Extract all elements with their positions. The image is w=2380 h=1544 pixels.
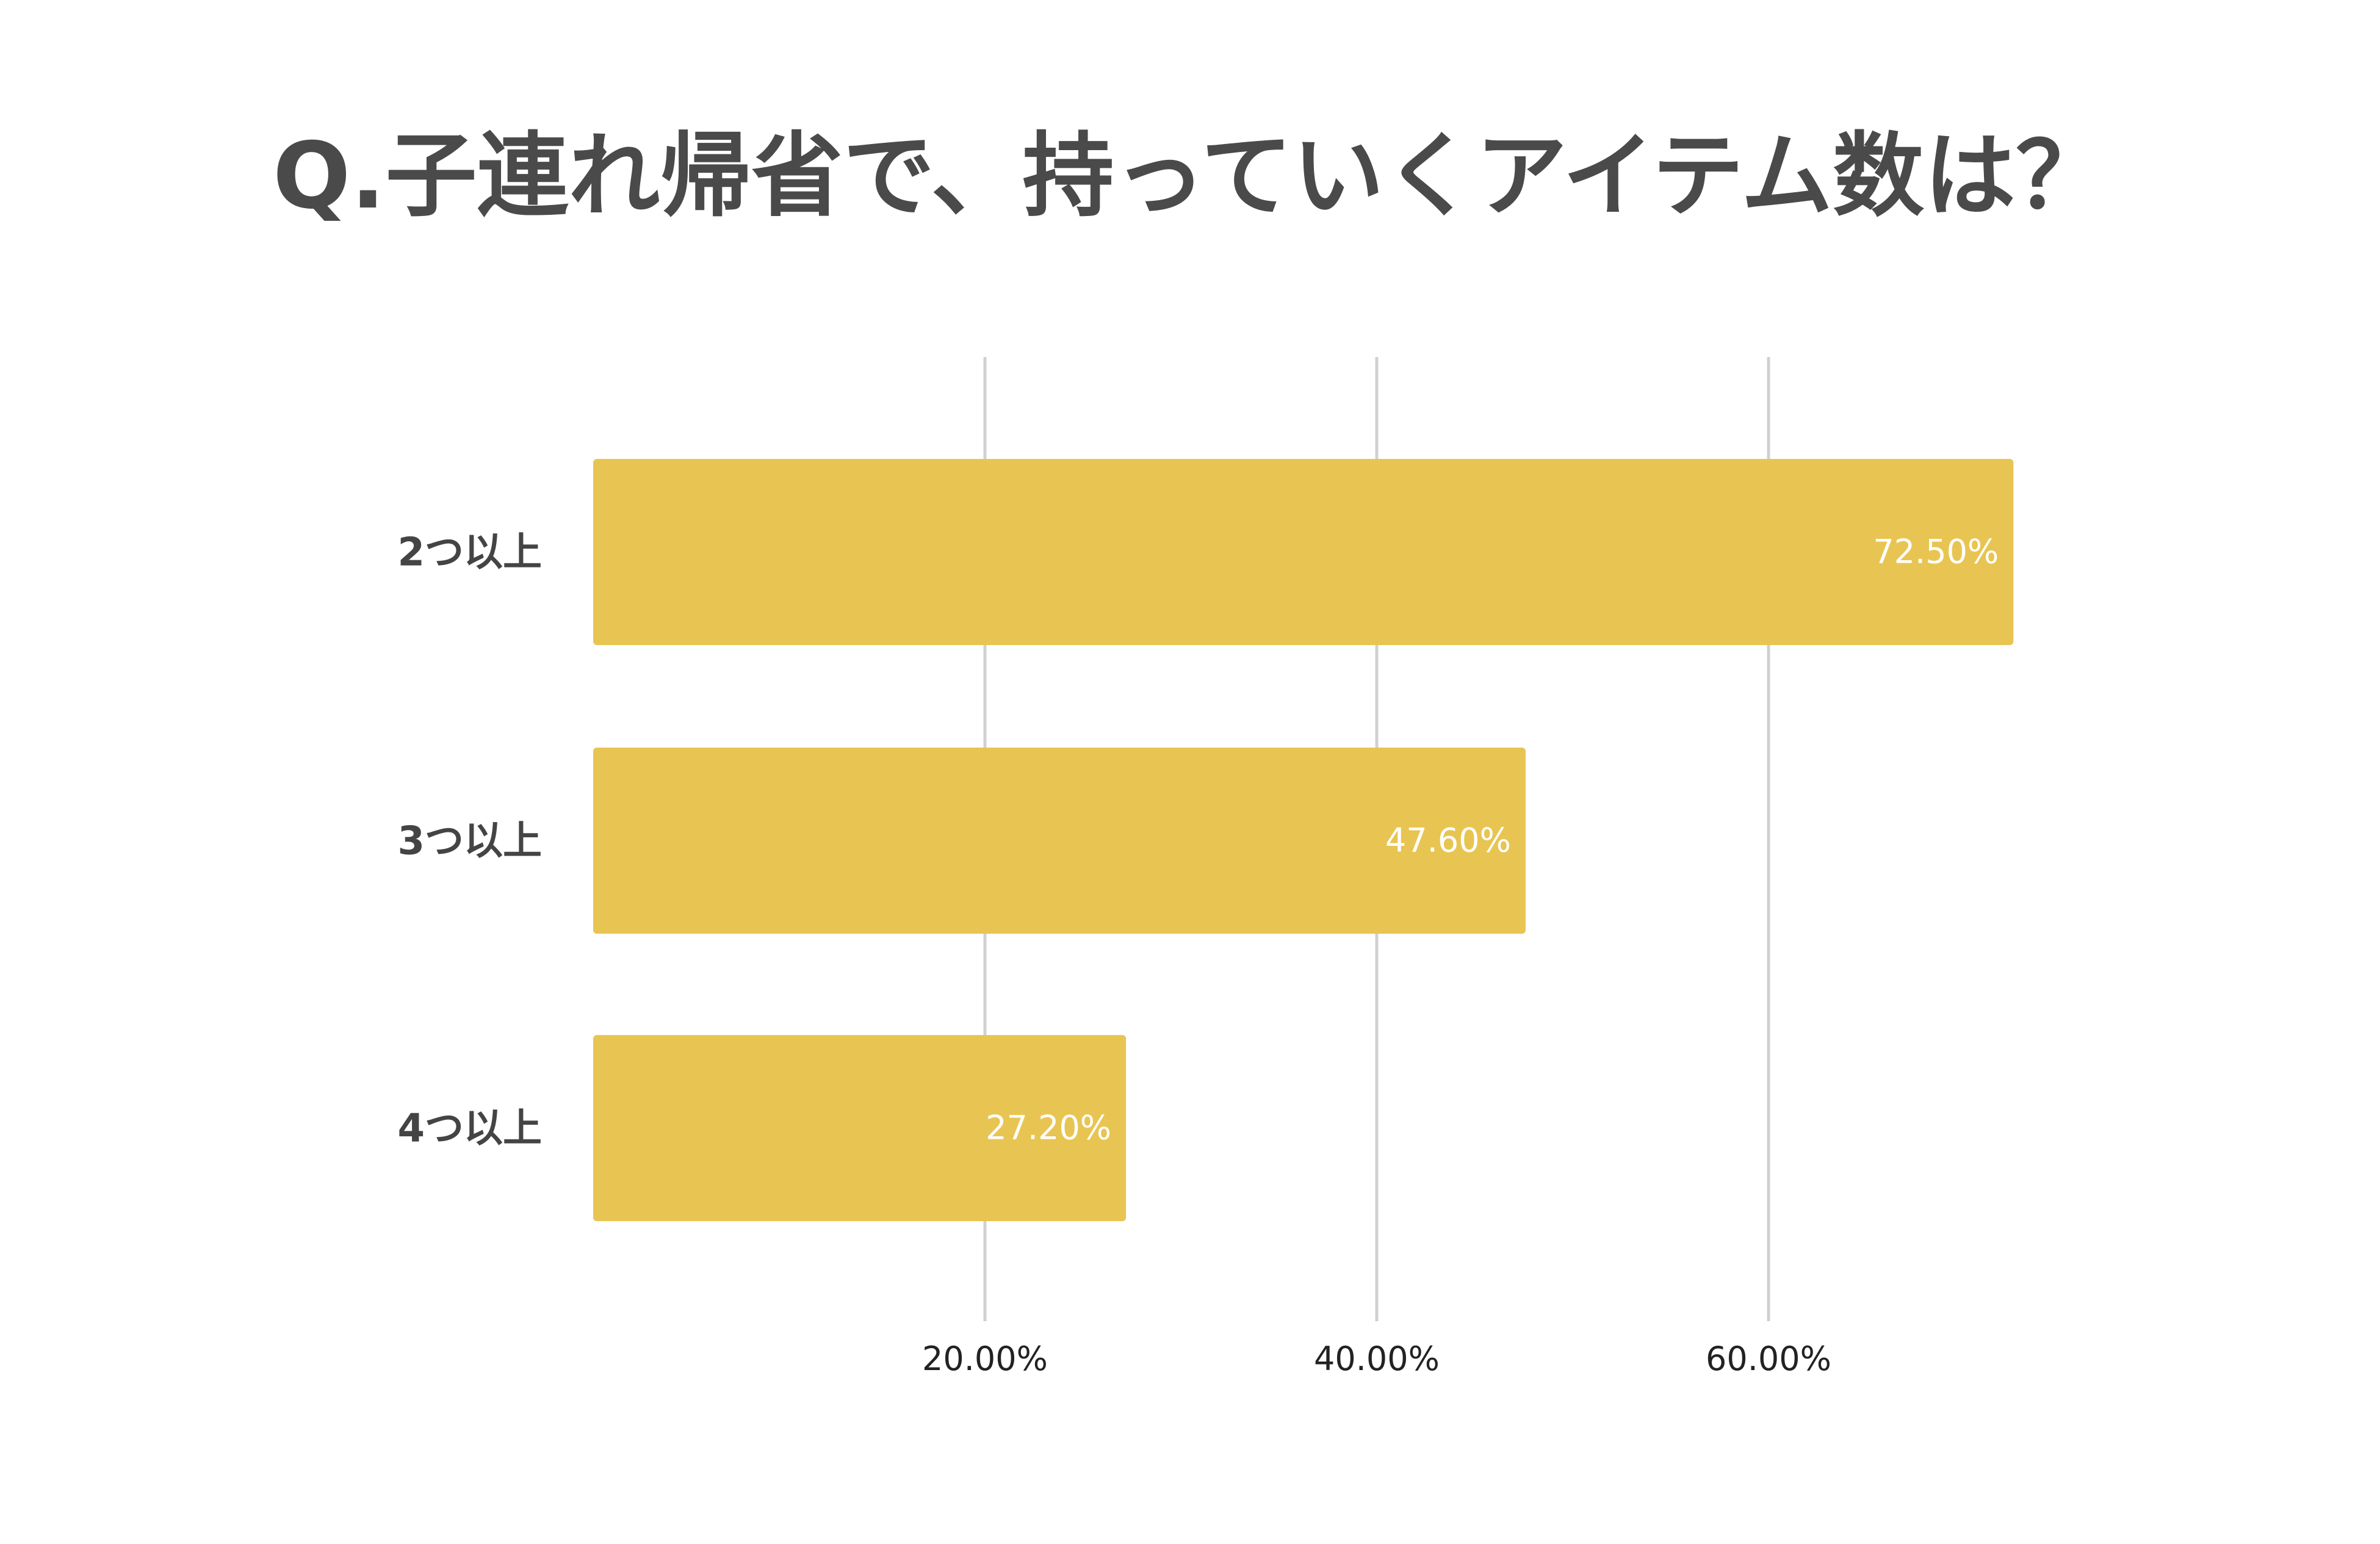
bar: [593, 1035, 1127, 1221]
x-tick-label: 60.00%: [1706, 1340, 1831, 1378]
chart-title: Q.子連れ帰省で、持っていくアイテム数は？: [273, 123, 2107, 229]
bars: [593, 459, 2014, 1221]
x-tick-label: 40.00%: [1314, 1340, 1440, 1378]
x-tick-label: 20.00%: [922, 1340, 1048, 1378]
bar: [593, 459, 2014, 645]
category-labels: 2つ以上 3つ以上 4つ以上: [397, 530, 542, 1152]
x-axis-tick-labels: 20.00% 40.00% 60.00%: [922, 1340, 1831, 1378]
value-labels: 72.50% 47.60% 27.20%: [986, 533, 1999, 1147]
bar: [593, 748, 1526, 934]
value-label: 27.20%: [986, 1109, 1111, 1147]
category-label: 3つ以上: [397, 819, 542, 864]
value-label: 47.60%: [1385, 821, 1511, 860]
category-label: 4つ以上: [397, 1106, 542, 1152]
category-label: 2つ以上: [397, 530, 542, 575]
value-label: 72.50%: [1873, 533, 1999, 571]
